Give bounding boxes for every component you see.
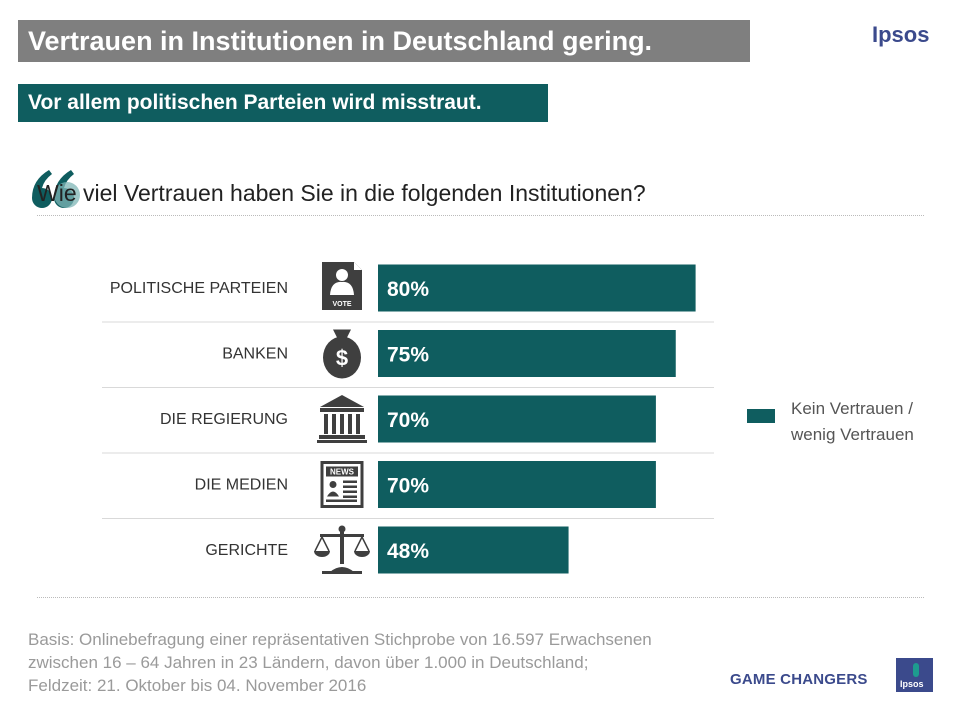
vote-icon: VOTE [322, 262, 362, 310]
ipsos-logo-text: Ipsos [900, 679, 924, 689]
legend-line-2: wenig Vertrauen [791, 425, 914, 444]
divider [37, 215, 924, 216]
category-label: POLITISCHE PARTEIEN [110, 280, 288, 297]
scales-icon [314, 525, 370, 574]
subtitle-banner [18, 84, 548, 122]
brand-logo-text: Ipsos [872, 22, 930, 47]
bar [378, 526, 569, 574]
legend-line-1: Kein Vertrauen / [791, 399, 913, 418]
legend-label: Kein Vertrauen / wenig Vertrauen [791, 396, 914, 448]
bar [378, 395, 656, 443]
bar-value-label: 75% [387, 344, 429, 367]
basis-note: Basis: Onlinebefragung einer repräsentat… [28, 628, 748, 697]
bar [378, 264, 696, 312]
page-subtitle: Vor allem politischen Parteien wird miss… [28, 91, 482, 114]
page-title: Vertrauen in Institutionen in Deutschlan… [28, 26, 653, 56]
bar [378, 461, 656, 508]
game-changers-tagline: GAME CHANGERS [730, 671, 868, 688]
svg-text:VOTE: VOTE [332, 301, 351, 308]
svg-text:NEWS: NEWS [330, 468, 355, 477]
basis-line-1: Basis: Onlinebefragung einer repräsentat… [28, 630, 652, 649]
bar-value-label: 70% [387, 409, 429, 432]
government-building-icon [317, 395, 367, 443]
category-label: GERICHTE [205, 542, 288, 559]
category-label: DIE REGIERUNG [160, 411, 288, 428]
bar-value-label: 70% [387, 475, 429, 498]
bar-value-label: 80% [387, 278, 429, 301]
legend-swatch [747, 409, 775, 423]
basis-line-3: Feldzeit: 21. Oktober bis 04. November 2… [28, 676, 367, 695]
svg-text:$: $ [336, 346, 348, 371]
money-bag-icon: $ [323, 329, 361, 379]
bar-value-label: 48% [387, 540, 429, 563]
newspaper-icon: NEWS [320, 461, 364, 508]
divider [37, 597, 924, 598]
bar [378, 330, 676, 377]
survey-question: Wie viel Vertrauen haben Sie in die folg… [37, 180, 646, 206]
title-banner [18, 20, 750, 62]
quote-icon [32, 170, 80, 208]
category-label: DIE MEDIEN [195, 477, 288, 494]
category-label: BANKEN [222, 346, 288, 363]
ipsos-logo-mark [913, 663, 919, 677]
basis-line-2: zwischen 16 – 64 Jahren in 23 Ländern, d… [28, 653, 589, 672]
